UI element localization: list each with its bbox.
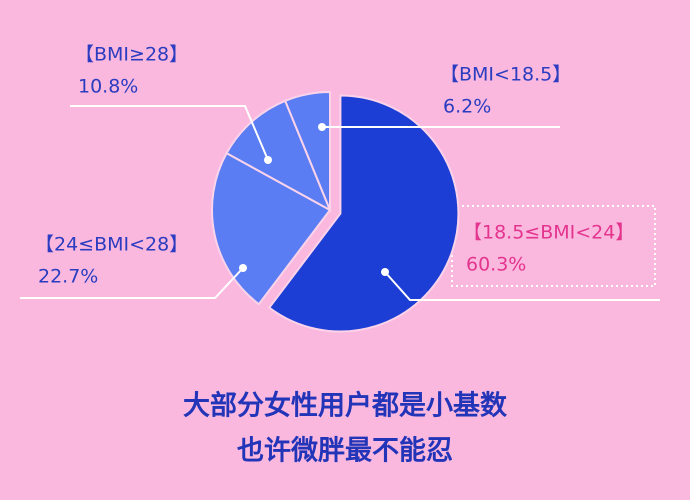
leader-dot [381, 268, 389, 276]
pie-slice [267, 94, 460, 333]
value-label: 60.3% [466, 254, 526, 276]
value-label: 6.2% [443, 96, 491, 118]
chart-subtitle: 也许微胖最不能忍 [237, 435, 453, 467]
chart-title: 大部分女性用户都是小基数 [183, 390, 508, 422]
leader-line [70, 105, 269, 161]
legend-label: 【BMI<18.5】 [440, 64, 571, 86]
leader-dot [264, 156, 272, 164]
legend-label: 【24≤BMI<28】 [35, 234, 188, 256]
leader-dot [318, 123, 326, 131]
legend-label: 【BMI≥28】 [75, 44, 188, 66]
leader-line [384, 271, 660, 301]
leader-dot [239, 264, 247, 272]
value-label: 10.8% [78, 76, 138, 98]
pie-slice [283, 90, 331, 211]
legend-label: 【18.5≤BMI<24】 [463, 222, 634, 244]
value-label: 22.7% [38, 266, 98, 288]
leader-line [20, 267, 244, 299]
